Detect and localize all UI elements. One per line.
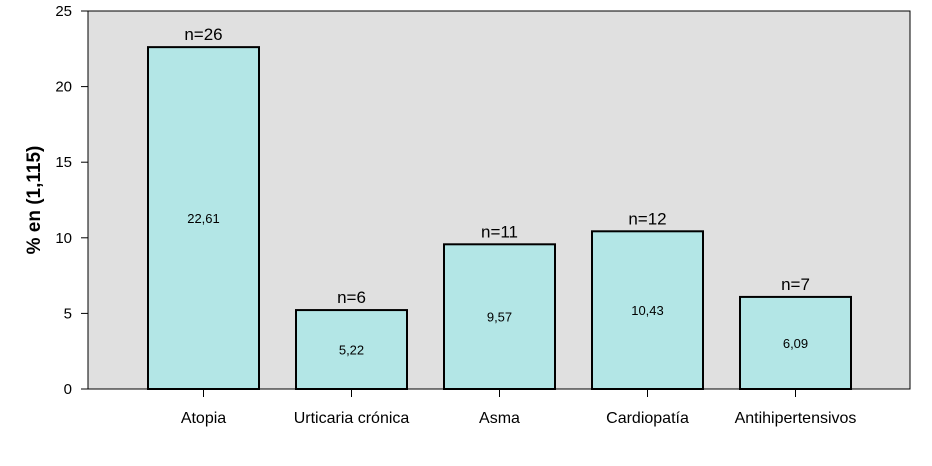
- bar: [295, 309, 408, 391]
- x-tick-label: Urticaria crónica: [294, 410, 410, 427]
- y-tick-label: 10: [55, 230, 72, 247]
- x-tick-label: Cardiopatía: [606, 410, 689, 427]
- y-tick-label: 0: [64, 381, 72, 398]
- y-tick-label: 5: [64, 305, 72, 322]
- x-axis-labels: Atopia Urticaria crónica Asma Cardiopatía An…: [181, 389, 857, 427]
- bar: [147, 46, 260, 390]
- y-tick-label: 25: [55, 3, 72, 20]
- y-tick-label: 20: [55, 79, 72, 96]
- y-axis-title: % en (1,115): [24, 146, 45, 255]
- bar-count-label: n=7: [781, 275, 810, 294]
- bar-count-label: n=6: [337, 288, 366, 307]
- bar: [591, 230, 704, 390]
- x-tick-label: Asma: [479, 410, 520, 427]
- bar-value-label: 10,43: [631, 303, 664, 318]
- bar-value-label: 9,57: [487, 310, 512, 325]
- bar: [739, 295, 852, 390]
- y-tick-label: 15: [55, 154, 72, 171]
- bar-count-label: n=12: [628, 209, 666, 228]
- bar: [443, 243, 556, 390]
- bar-value-label: 5,22: [339, 343, 364, 358]
- x-tick-label: Atopia: [181, 410, 226, 427]
- bars: n=26 22,61 n=6 5,22 n=11 9,57 n=12 10,43 n=7 6,09: [147, 25, 852, 391]
- bar-count-label: n=11: [481, 222, 518, 241]
- bar-value-label: 22,61: [187, 211, 220, 226]
- bar-count-label: n=26: [184, 25, 222, 44]
- bar-value-label: 6,09: [783, 336, 808, 351]
- y-axis: 0 5 10 15 20 25: [55, 3, 89, 398]
- x-tick-label: Antihipertensivos: [735, 410, 857, 427]
